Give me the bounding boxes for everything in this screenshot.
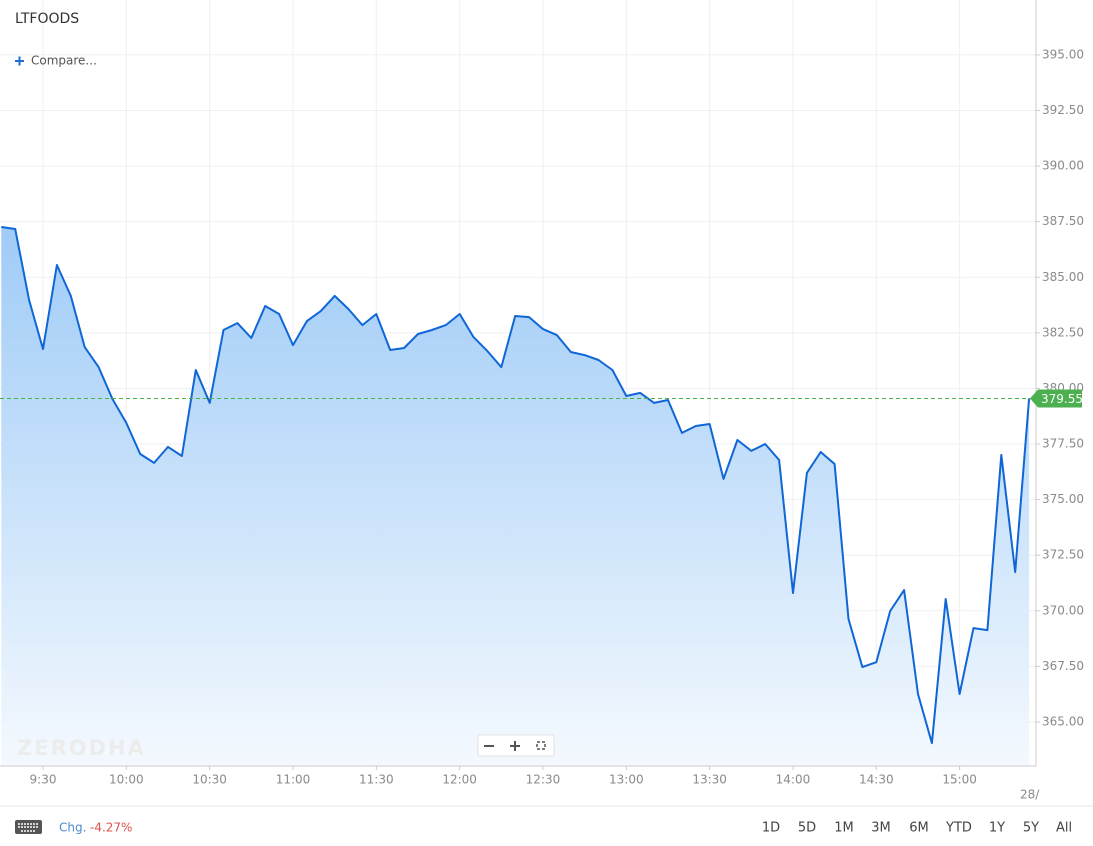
x-tick-label: 11:00 bbox=[276, 773, 311, 787]
x-tick-label: 10:30 bbox=[192, 773, 227, 787]
range-button[interactable]: 6M bbox=[909, 821, 929, 836]
y-tick-label: 375.00 bbox=[1042, 492, 1084, 506]
x-tick-label: 11:30 bbox=[359, 773, 394, 787]
x-tick-label: 14:00 bbox=[776, 773, 811, 787]
y-tick-label: 392.50 bbox=[1042, 103, 1084, 117]
keyboard-keys bbox=[18, 823, 39, 832]
x-tick-label: 10:00 bbox=[109, 773, 144, 787]
compare-label: Compare... bbox=[31, 54, 97, 68]
x-tick-label: 12:00 bbox=[442, 773, 477, 787]
x-tick-label: 15:00 bbox=[942, 773, 977, 787]
y-tick-label: 370.00 bbox=[1042, 603, 1084, 617]
x-tick-label: 12:30 bbox=[526, 773, 561, 787]
range-button[interactable]: 3M bbox=[871, 821, 891, 836]
zoom-in[interactable] bbox=[510, 741, 520, 751]
zoom-controls bbox=[477, 734, 555, 757]
area bbox=[1, 227, 1030, 766]
price-line bbox=[1, 226, 1031, 745]
range-button[interactable]: 5Y bbox=[1023, 821, 1039, 836]
date-stub: 28/ bbox=[1020, 788, 1040, 802]
y-tick-label: 395.00 bbox=[1042, 47, 1084, 61]
y-tick-label: 382.50 bbox=[1042, 325, 1084, 339]
y-tick-label: 372.50 bbox=[1042, 548, 1084, 562]
compare-button[interactable]: Compare... bbox=[15, 54, 97, 68]
last-price-tag bbox=[1030, 389, 1082, 408]
x-tick-label: 13:30 bbox=[692, 773, 727, 787]
x-tick-label: 9:30 bbox=[30, 773, 57, 787]
y-tick-label: 387.50 bbox=[1042, 214, 1084, 228]
last-price-label: 379.55 bbox=[1041, 392, 1083, 406]
chart-title: LTFOODS bbox=[15, 11, 79, 27]
range-button[interactable]: YTD bbox=[945, 821, 972, 836]
zoom-reset[interactable] bbox=[536, 741, 546, 750]
range-button[interactable]: 1D bbox=[762, 821, 780, 836]
keyboard-icon[interactable] bbox=[15, 820, 42, 834]
x-tick-label: 14:30 bbox=[859, 773, 894, 787]
range-button[interactable]: 1Y bbox=[989, 821, 1005, 836]
x-tick-label: 13:00 bbox=[609, 773, 644, 787]
y-tick-label: 367.50 bbox=[1042, 659, 1084, 673]
change-label: Chg. bbox=[59, 821, 86, 835]
range-button[interactable]: 1M bbox=[834, 821, 854, 836]
y-tick-label: 385.00 bbox=[1042, 270, 1084, 284]
range-button[interactable]: All bbox=[1056, 821, 1072, 836]
y-tick-label: 377.50 bbox=[1042, 437, 1084, 451]
plus-icon bbox=[15, 56, 24, 66]
range-button[interactable]: 5D bbox=[798, 821, 816, 836]
series bbox=[1, 226, 1031, 766]
y-tick-label: 390.00 bbox=[1042, 159, 1084, 173]
watermark: ZERODHA bbox=[17, 736, 146, 760]
range-buttons: 1D 5D 1M 3M 6M YTD 1Y 5Y All bbox=[762, 821, 1072, 836]
change-value: -4.27% bbox=[90, 821, 132, 835]
y-tick-label: 365.00 bbox=[1042, 714, 1084, 728]
